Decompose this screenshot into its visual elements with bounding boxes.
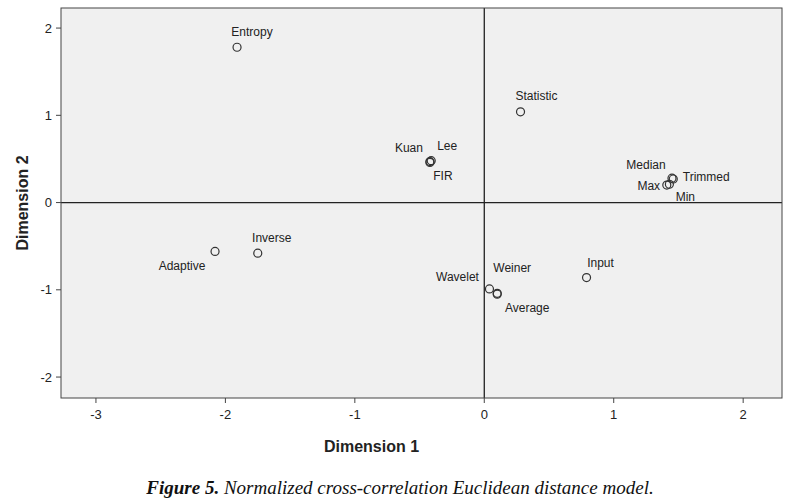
y-tick-label: -2 xyxy=(40,370,52,385)
point-label: Max xyxy=(637,179,660,193)
y-tick xyxy=(56,28,61,29)
point-label: Trimmed xyxy=(683,170,730,184)
caption-part: Figure 5. xyxy=(145,477,219,498)
point-label: Adaptive xyxy=(159,259,206,273)
x-tick xyxy=(613,398,614,403)
point xyxy=(517,108,525,116)
x-tick-label: 0 xyxy=(481,407,488,422)
point xyxy=(665,180,673,188)
point-label: Kuan xyxy=(395,141,423,155)
x-axis-label: Dimension 1 xyxy=(324,438,419,455)
caption-part: Normalized cross-correlation Euclidean d… xyxy=(219,477,653,498)
x-tick xyxy=(743,398,744,403)
chart: -3 -2 -1 0 1 2 -2 -1 0 1 2 Dimension 1 Dimension 2 En… xyxy=(0,0,788,504)
caption: Figure 5. Normalized cross-correlation E… xyxy=(145,477,653,498)
origin-line-y xyxy=(61,202,782,203)
plot-background xyxy=(61,8,782,398)
y-axis-label: Dimension 2 xyxy=(14,155,31,250)
x-tick xyxy=(225,398,226,403)
y-tick-label: -1 xyxy=(40,282,52,297)
point-label: Median xyxy=(626,158,665,172)
x-tick-label: -2 xyxy=(220,407,232,422)
y-tick xyxy=(56,289,61,290)
point xyxy=(493,289,501,297)
point-label: Inverse xyxy=(252,231,292,245)
y-tick xyxy=(56,115,61,116)
x-tick-label: 2 xyxy=(740,407,747,422)
x-tick xyxy=(484,398,485,403)
plot-frame xyxy=(61,8,782,398)
point-label: FIR xyxy=(433,169,453,183)
x-tick xyxy=(95,398,96,403)
y-tick-label: 1 xyxy=(45,108,52,123)
x-tick-label: 1 xyxy=(610,407,617,422)
point-label: Entropy xyxy=(231,25,272,39)
point xyxy=(211,247,219,255)
point-label: Statistic xyxy=(516,89,558,103)
chart-root: -3 -2 -1 0 1 2 -2 -1 0 1 2 Dimension 1 Dimension 2 En… xyxy=(0,0,788,504)
point-label: Average xyxy=(505,301,550,315)
point-label: Input xyxy=(587,256,614,270)
y-tick xyxy=(56,202,61,203)
x-tick xyxy=(354,398,355,403)
point xyxy=(233,43,241,51)
y-tick-label: 0 xyxy=(45,195,52,210)
point xyxy=(254,249,262,257)
y-tick-label: 2 xyxy=(45,21,52,36)
point xyxy=(493,290,501,298)
point xyxy=(426,158,434,166)
points xyxy=(211,43,677,298)
point-label: Lee xyxy=(437,139,457,153)
point xyxy=(485,285,493,293)
point-label: Min xyxy=(676,190,695,204)
x-tick-label: -3 xyxy=(90,407,102,422)
x-tick-label: -1 xyxy=(349,407,361,422)
point-label: Weiner xyxy=(493,261,531,275)
point-label: Wavelet xyxy=(436,270,480,284)
point xyxy=(583,274,591,282)
y-tick xyxy=(56,377,61,378)
